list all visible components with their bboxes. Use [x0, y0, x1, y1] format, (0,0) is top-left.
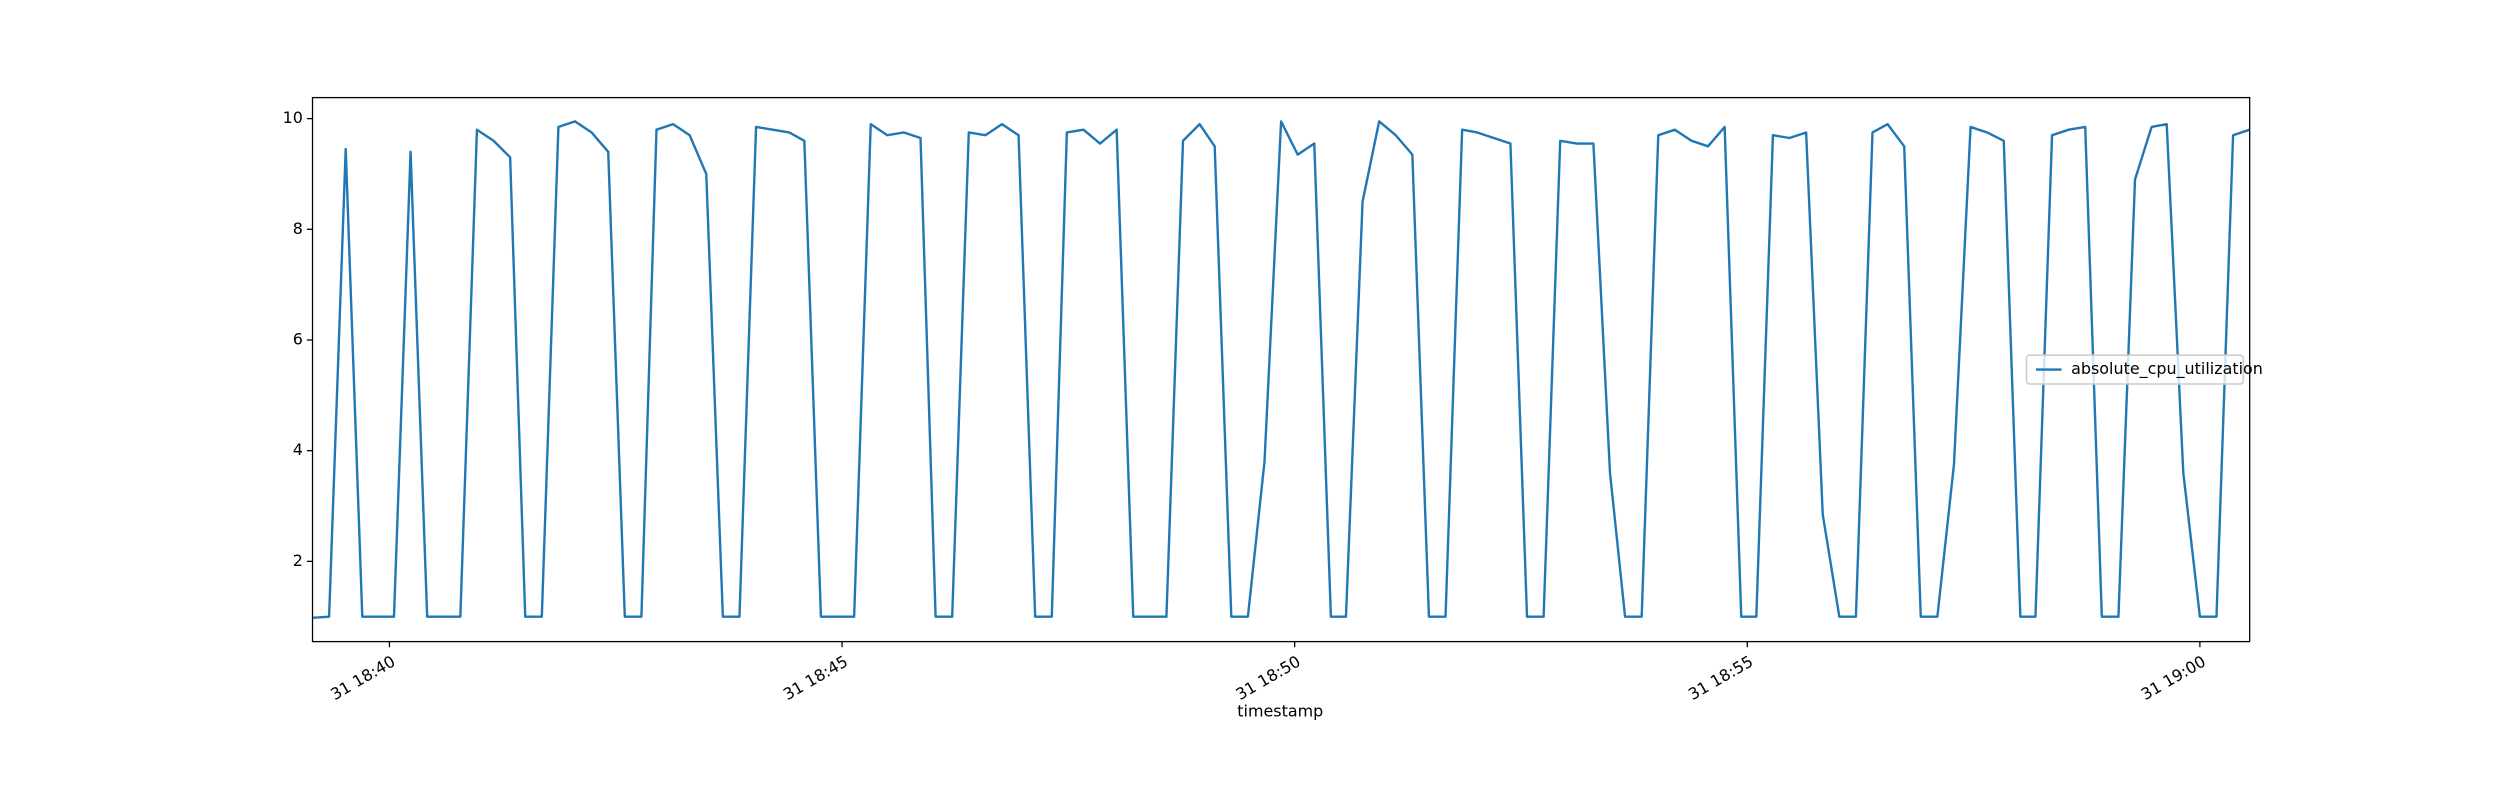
x-tick-label: 31 18:50	[1232, 652, 1303, 704]
y-tick-label: 6	[293, 329, 303, 348]
y-tick-label: 2	[293, 551, 303, 570]
x-tick-label: 31 18:45	[780, 652, 851, 704]
y-tick-label: 10	[283, 108, 303, 127]
legend-label: absolute_cpu_utilization	[2071, 359, 2263, 379]
x-axis-label: timestamp	[1237, 701, 1323, 720]
y-tick-label: 8	[293, 219, 303, 238]
x-tick-label: 31 19:00	[2138, 652, 2209, 704]
axes-frame	[311, 96, 2251, 643]
y-tick-label: 4	[293, 440, 303, 459]
plot-area	[312, 120, 2250, 620]
data-line	[312, 120, 2250, 620]
x-tick-label: 31 18:40	[327, 652, 398, 704]
legend-box	[2025, 354, 2245, 385]
legend: absolute_cpu_utilization	[2025, 354, 2263, 385]
x-tick-label: 31 18:55	[1685, 652, 1756, 704]
